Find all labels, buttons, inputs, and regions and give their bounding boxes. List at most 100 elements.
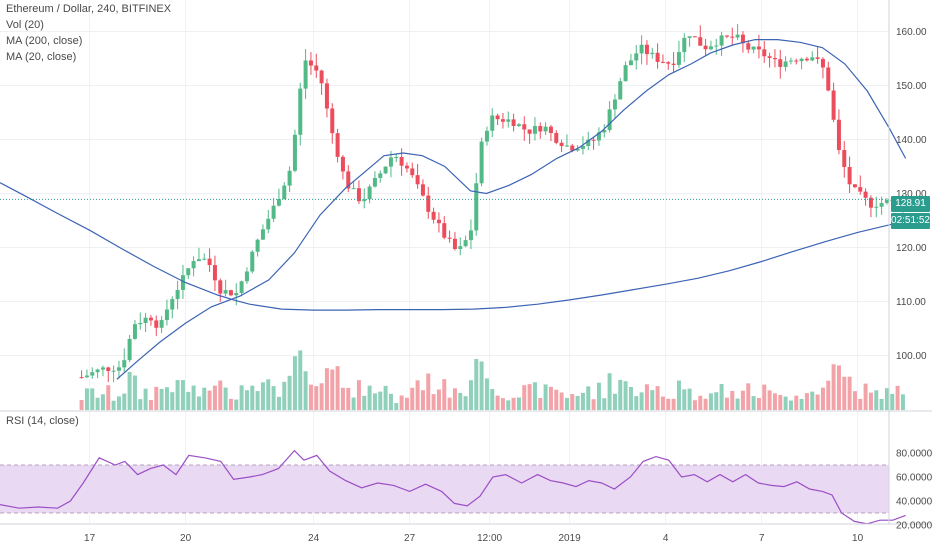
volume-bar: [90, 388, 95, 410]
candle-body: [218, 280, 223, 294]
candle-body: [687, 36, 692, 38]
time-tick-label: 24: [308, 533, 320, 544]
candle-body: [436, 219, 441, 224]
volume-bar: [148, 400, 153, 410]
candle-body: [164, 309, 169, 321]
volume-bar: [122, 393, 127, 410]
candle-body: [244, 271, 249, 282]
volume-bar: [452, 388, 457, 410]
volume-bar: [260, 382, 265, 410]
candle-body: [612, 99, 617, 110]
candle-body: [106, 367, 111, 371]
volume-bar: [239, 385, 244, 410]
candle-body: [868, 197, 873, 208]
price-candles: [79, 24, 905, 383]
volume-bar: [778, 394, 783, 410]
volume-bar: [852, 391, 857, 410]
candle-body: [250, 251, 255, 272]
candle-body: [591, 139, 596, 141]
chart-title: Ethereum / Dollar, 240, BITFINEX: [6, 3, 172, 15]
volume-bar: [650, 390, 655, 410]
candle-body: [479, 141, 484, 184]
candle-body: [84, 375, 89, 378]
candle-body: [159, 320, 164, 328]
candle-body: [783, 61, 788, 67]
volume-bar: [351, 397, 356, 410]
volume-bar: [900, 394, 905, 410]
candle-body: [463, 240, 468, 247]
rsi-panel: [0, 449, 906, 525]
volume-bar: [340, 387, 345, 410]
legend-ma200: MA (200, close): [6, 35, 83, 47]
volume-bar: [554, 389, 559, 410]
volume-bar: [522, 385, 527, 410]
volume-bar: [826, 380, 831, 410]
volume-bar: [287, 375, 292, 410]
volume-bar: [116, 396, 121, 410]
candle-body: [575, 149, 580, 151]
candle-body: [762, 49, 767, 57]
volume-bar: [580, 392, 585, 410]
volume-bar: [468, 380, 473, 410]
volume-bar: [628, 387, 633, 410]
candle-body: [138, 322, 143, 325]
ma200-line: [0, 182, 906, 311]
volume-bar: [255, 391, 260, 410]
rsi-tick-label: 20.0000: [896, 521, 932, 532]
candle-body: [714, 45, 719, 47]
volume-bar: [394, 403, 399, 410]
rsi-line: [0, 449, 906, 525]
price-tick-label: 120.00: [896, 243, 927, 254]
volume-bar: [831, 364, 836, 410]
candle-body: [260, 229, 265, 240]
candle-body: [730, 36, 735, 38]
volume-bar: [788, 400, 793, 410]
volume-bar: [111, 400, 116, 410]
volume-bar: [298, 350, 303, 410]
candle-body: [778, 59, 783, 67]
candle-body: [522, 124, 527, 130]
candle-body: [660, 61, 665, 63]
volume-bar: [143, 388, 148, 410]
candle-body: [452, 238, 457, 250]
volume-bar: [500, 398, 505, 410]
volume-bar: [271, 386, 276, 410]
candle-body: [879, 202, 884, 207]
candle-body: [756, 46, 761, 50]
volume-bar: [687, 388, 692, 410]
volume-bar: [772, 393, 777, 410]
volume-bar: [266, 379, 271, 410]
time-tick-label: 2019: [558, 533, 581, 544]
volume-bar: [804, 393, 809, 410]
candle-body: [298, 88, 303, 135]
candle-body: [842, 150, 847, 167]
candle-body: [858, 187, 863, 192]
volume-bar: [415, 380, 420, 410]
time-tick-label: 17: [84, 533, 96, 544]
candle-body: [559, 142, 564, 147]
candle-body: [746, 43, 751, 50]
volume-bar: [335, 366, 340, 410]
volume-bar: [250, 385, 255, 410]
volume-bar: [191, 385, 196, 410]
candle-body: [586, 139, 591, 147]
bar-countdown-label: 02:51:52: [891, 213, 930, 229]
candle-body: [372, 177, 377, 187]
candle-body: [490, 115, 495, 131]
volume-bar: [244, 390, 249, 410]
volume-bar: [543, 384, 548, 410]
candle-body: [884, 199, 889, 203]
volume-bar: [740, 390, 745, 410]
volume-bar: [516, 397, 521, 410]
candle-body: [532, 126, 537, 134]
volume-bar: [783, 396, 788, 410]
candle-body: [340, 156, 345, 172]
candle-body: [852, 184, 857, 188]
volume-bar: [884, 388, 889, 410]
candle-body: [335, 133, 340, 157]
volume-bar: [410, 387, 415, 410]
volume-bar: [655, 386, 660, 410]
candle-body: [516, 124, 521, 126]
volume-bar: [847, 376, 852, 410]
